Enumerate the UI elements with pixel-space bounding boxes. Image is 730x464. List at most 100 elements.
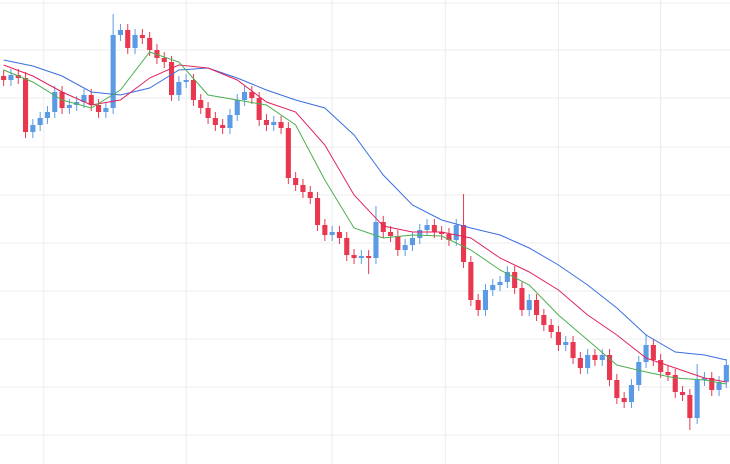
candle-body <box>249 92 255 98</box>
candle-body <box>424 225 430 230</box>
candle-body <box>322 225 328 235</box>
candle-body <box>161 58 167 62</box>
candle-body <box>212 118 218 125</box>
candle-body <box>300 185 306 192</box>
candle-body <box>716 382 722 390</box>
candle-body <box>512 272 518 288</box>
candle-body <box>723 365 729 382</box>
candle-body <box>1 76 7 80</box>
candle-body <box>614 380 620 398</box>
candle-body <box>205 108 211 118</box>
candle-body <box>132 35 138 48</box>
candle-body <box>329 232 335 235</box>
candle-body <box>439 232 445 234</box>
candle-body <box>380 222 386 232</box>
candle-body <box>81 95 87 102</box>
candle-body <box>497 282 503 285</box>
candle-body <box>592 355 598 360</box>
candle-body <box>395 236 401 250</box>
candle-body <box>241 92 248 100</box>
candle-body <box>482 290 489 310</box>
candle-body <box>548 325 554 332</box>
candle-body <box>183 80 189 82</box>
candle-body <box>701 378 708 380</box>
candle-body <box>358 256 364 258</box>
candle-body <box>628 385 635 402</box>
candle-body <box>22 78 29 132</box>
candle-body <box>44 112 51 118</box>
candle-body <box>373 222 379 258</box>
candle-body <box>694 380 700 418</box>
candle-body <box>147 38 153 50</box>
candle-body <box>336 232 343 238</box>
candle-body <box>409 238 416 245</box>
candle-body <box>168 62 175 95</box>
candle-body <box>176 82 182 95</box>
candle-body <box>621 398 627 402</box>
candle-body <box>139 35 145 38</box>
candle-body <box>446 234 452 240</box>
candle-body <box>417 230 423 238</box>
candle-body <box>351 255 357 258</box>
candle-body <box>577 358 583 368</box>
candle-body <box>431 225 437 232</box>
candle-body <box>650 345 656 360</box>
candle-body <box>234 100 240 115</box>
candle-body <box>366 256 372 258</box>
candle-body <box>307 192 313 198</box>
candle-body <box>37 118 43 125</box>
candle-body <box>278 122 284 128</box>
candle-body <box>585 355 591 368</box>
candle-body <box>30 125 36 132</box>
candle-body <box>570 342 576 358</box>
candle-body <box>526 300 532 310</box>
candle-body <box>314 198 321 225</box>
candle-body <box>658 360 664 372</box>
candle-body <box>519 288 525 310</box>
candle-body <box>679 392 686 395</box>
candle-body <box>198 100 204 108</box>
candle-body <box>475 300 481 310</box>
candle-body <box>672 375 678 392</box>
candle-body <box>468 262 474 300</box>
candle-body <box>117 30 124 35</box>
candle-body <box>563 342 569 345</box>
candle-body <box>110 35 116 108</box>
candle-body <box>190 80 197 100</box>
moving-average-line <box>3 64 727 383</box>
candle-body <box>285 128 291 178</box>
candle-body <box>103 108 109 112</box>
candle-body <box>504 272 510 282</box>
candle-body <box>88 95 94 105</box>
candle-body <box>8 75 14 80</box>
candle-body <box>271 122 277 125</box>
candle-body <box>636 362 642 385</box>
candle-body <box>52 92 58 112</box>
moving-average-line <box>3 59 727 361</box>
candle-body <box>490 285 496 290</box>
candle-body <box>541 315 547 325</box>
candle-body <box>66 105 72 108</box>
candle-body <box>256 98 262 120</box>
candle-body <box>293 178 299 185</box>
candle-body <box>387 232 394 236</box>
candle-body <box>220 125 226 128</box>
candle-body <box>533 300 540 315</box>
candle-body <box>125 30 131 48</box>
candle-body <box>606 355 613 380</box>
candle-body <box>599 355 605 360</box>
moving-average-line <box>3 51 727 385</box>
candle-body <box>263 120 270 125</box>
candle-body <box>643 345 649 362</box>
candle-body <box>460 225 467 262</box>
candle-body <box>709 378 715 390</box>
candle-body <box>665 372 671 375</box>
candle-body <box>687 395 693 418</box>
candle-body <box>227 115 233 128</box>
candle-body <box>453 225 459 240</box>
candle-body <box>95 105 102 112</box>
candle-body <box>555 332 562 345</box>
candle-body <box>344 238 350 255</box>
